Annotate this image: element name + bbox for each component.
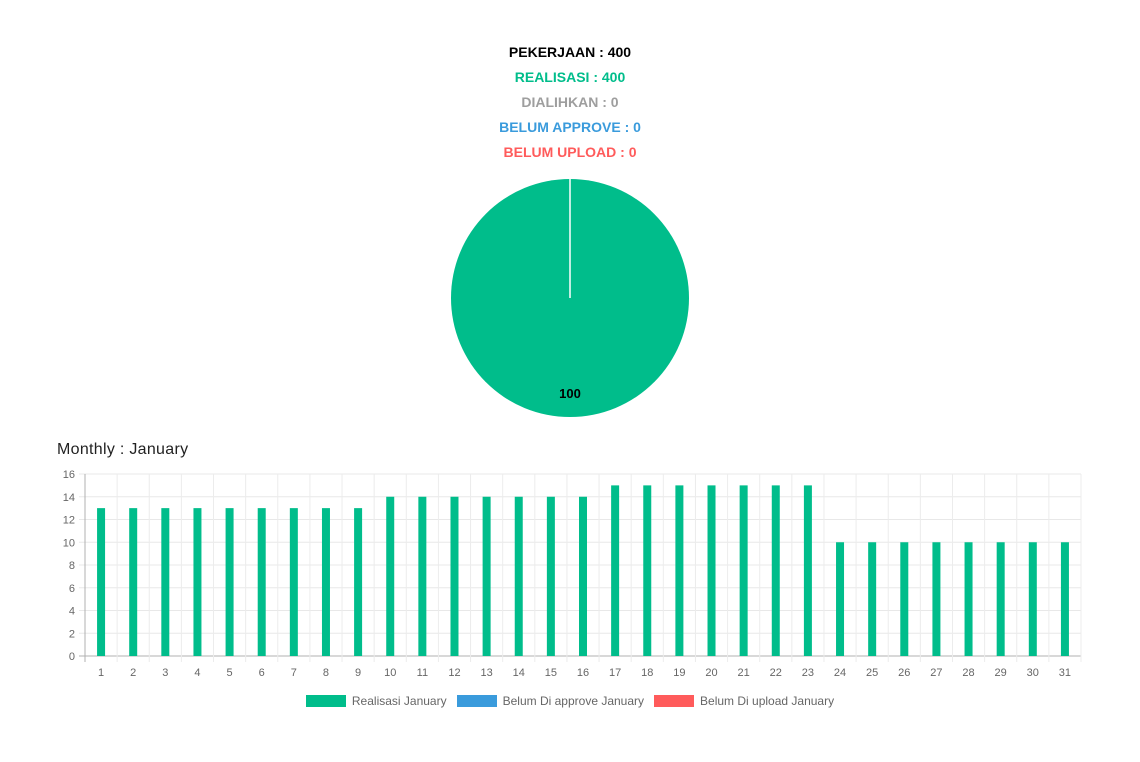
x-tick-label: 21 bbox=[738, 667, 750, 679]
bar-realisasi-january-21[interactable] bbox=[739, 485, 748, 656]
x-tick-label: 30 bbox=[1027, 667, 1039, 679]
x-tick-label: 28 bbox=[962, 667, 974, 679]
x-tick-label: 26 bbox=[898, 667, 910, 679]
x-tick-label: 9 bbox=[355, 667, 361, 679]
dialihkan-total: DIALIHKAN : 0 bbox=[521, 94, 619, 110]
bar-realisasi-january-29[interactable] bbox=[996, 542, 1005, 656]
x-tick-label: 1 bbox=[98, 667, 104, 679]
bar-realisasi-january-28[interactable] bbox=[964, 542, 973, 656]
bar-realisasi-january-31[interactable] bbox=[1060, 542, 1069, 656]
legend-swatch bbox=[305, 695, 346, 707]
x-tick-label: 12 bbox=[448, 667, 460, 679]
bar-realisasi-january-17[interactable] bbox=[611, 485, 620, 656]
bar-realisasi-january-9[interactable] bbox=[354, 508, 363, 656]
bar-realisasi-january-11[interactable] bbox=[418, 496, 427, 656]
y-tick-label: 4 bbox=[69, 606, 75, 618]
bar-realisasi-january-4[interactable] bbox=[193, 508, 202, 656]
x-tick-label: 23 bbox=[802, 667, 814, 679]
bar-realisasi-january-5[interactable] bbox=[225, 508, 234, 656]
belum-upload-total: BELUM UPLOAD : 0 bbox=[503, 144, 637, 160]
summary-block: PEKERJAAN : 400 REALISASI : 400 DIALIHKA… bbox=[0, 42, 1140, 167]
bar-realisasi-january-24[interactable] bbox=[836, 542, 845, 656]
bar-realisasi-january-23[interactable] bbox=[803, 485, 812, 656]
x-tick-label: 25 bbox=[866, 667, 878, 679]
pekerjaan-total: PEKERJAAN : 400 bbox=[508, 44, 632, 60]
bar-realisasi-january-16[interactable] bbox=[579, 496, 587, 656]
x-tick-label: 16 bbox=[577, 667, 589, 679]
y-tick-label: 6 bbox=[69, 583, 75, 595]
bar-realisasi-january-27[interactable] bbox=[932, 542, 941, 656]
legend-label: Belum Di upload January bbox=[700, 694, 835, 708]
bar-realisasi-january-7[interactable] bbox=[289, 508, 298, 656]
y-tick-label: 2 bbox=[69, 628, 75, 640]
bar-realisasi-january-14[interactable] bbox=[514, 496, 523, 656]
legend-swatch bbox=[456, 695, 497, 707]
y-tick-label: 14 bbox=[63, 492, 75, 504]
bar-realisasi-january-25[interactable] bbox=[868, 542, 877, 656]
bar-realisasi-january-22[interactable] bbox=[771, 485, 780, 656]
legend-label: Belum Di approve January bbox=[502, 694, 645, 708]
x-tick-label: 11 bbox=[417, 667, 428, 679]
x-tick-label: 13 bbox=[480, 667, 492, 679]
bar-realisasi-january-19[interactable] bbox=[675, 485, 684, 656]
bar-realisasi-january-3[interactable] bbox=[161, 508, 170, 656]
y-tick-label: 8 bbox=[69, 560, 75, 572]
x-tick-label: 27 bbox=[930, 667, 942, 679]
legend-swatch bbox=[654, 695, 695, 707]
x-tick-label: 7 bbox=[291, 667, 297, 679]
x-tick-label: 5 bbox=[227, 667, 233, 679]
bar-realisasi-january-15[interactable] bbox=[546, 496, 555, 656]
x-tick-label: 29 bbox=[995, 667, 1007, 679]
pie-chart: 100 bbox=[451, 179, 689, 417]
realisasi-total: REALISASI : 400 bbox=[514, 69, 626, 85]
x-tick-label: 3 bbox=[162, 667, 168, 679]
monthly-title: Monthly : January bbox=[57, 441, 189, 458]
y-tick-label: 10 bbox=[63, 537, 75, 549]
x-tick-label: 20 bbox=[705, 667, 717, 679]
bar-realisasi-january-8[interactable] bbox=[321, 508, 330, 656]
bar-realisasi-january-2[interactable] bbox=[129, 508, 138, 656]
bar-realisasi-january-30[interactable] bbox=[1028, 542, 1037, 656]
bar-realisasi-january-18[interactable] bbox=[643, 485, 652, 656]
x-tick-label: 22 bbox=[770, 667, 782, 679]
y-tick-label: 0 bbox=[69, 651, 75, 663]
bar-realisasi-january-13[interactable] bbox=[482, 496, 491, 656]
x-tick-label: 10 bbox=[384, 667, 396, 679]
bar-realisasi-january-26[interactable] bbox=[900, 542, 909, 656]
legend-item-2[interactable]: Belum Di upload January bbox=[654, 694, 834, 708]
pie-data-label: 100 bbox=[559, 386, 581, 401]
x-tick-label: 8 bbox=[323, 667, 329, 679]
x-tick-label: 31 bbox=[1059, 667, 1071, 679]
bar-realisasi-january-6[interactable] bbox=[257, 508, 266, 656]
bar-realisasi-january-1[interactable] bbox=[97, 508, 106, 656]
x-tick-label: 14 bbox=[513, 667, 525, 679]
x-tick-label: 6 bbox=[259, 667, 265, 679]
legend-item-1[interactable]: Belum Di approve January bbox=[456, 694, 645, 708]
x-tick-label: 17 bbox=[609, 667, 621, 679]
legend-item-0[interactable]: Realisasi January bbox=[305, 694, 447, 708]
legend-label: Realisasi January bbox=[351, 694, 447, 708]
belum-approve-total: BELUM APPROVE : 0 bbox=[499, 119, 641, 135]
x-tick-label: 18 bbox=[641, 667, 653, 679]
chart-legend: Realisasi January Belum Di approve Januar… bbox=[0, 694, 1140, 708]
y-tick-label: 12 bbox=[63, 515, 75, 527]
bar-realisasi-january-10[interactable] bbox=[386, 496, 395, 656]
x-tick-label: 19 bbox=[673, 667, 685, 679]
x-tick-label: 4 bbox=[194, 667, 200, 679]
bar-realisasi-january-20[interactable] bbox=[707, 485, 716, 656]
y-tick-label: 16 bbox=[63, 469, 75, 481]
x-tick-label: 15 bbox=[545, 667, 557, 679]
bar-realisasi-january-12[interactable] bbox=[450, 496, 459, 656]
x-tick-label: 2 bbox=[130, 667, 136, 679]
x-tick-label: 24 bbox=[834, 667, 846, 679]
